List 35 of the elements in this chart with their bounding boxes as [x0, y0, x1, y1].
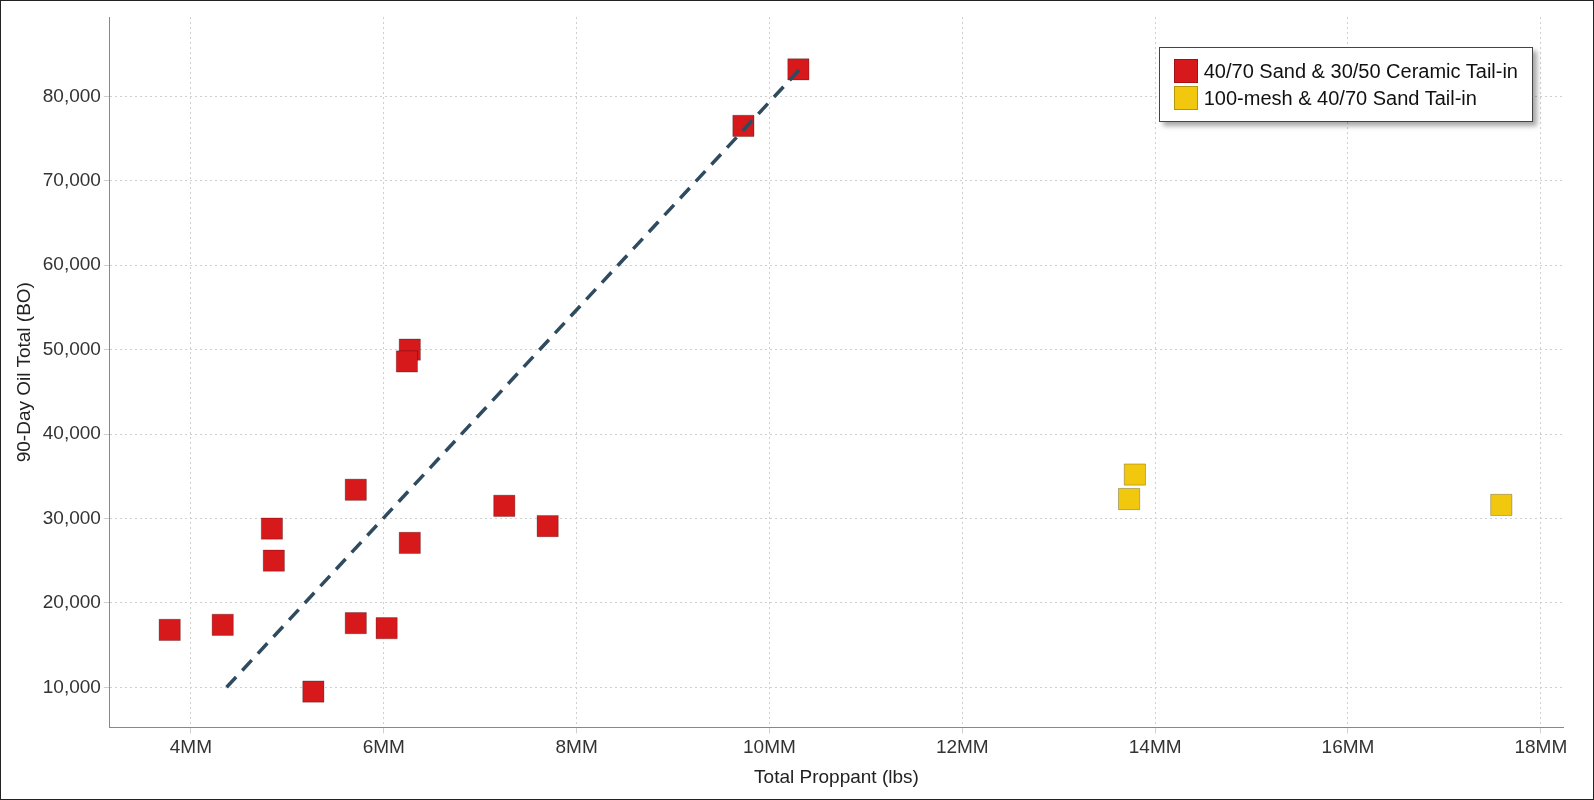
y-tick-label: 10,000	[42, 675, 101, 697]
point	[158, 618, 181, 641]
point	[302, 680, 325, 703]
point	[262, 549, 285, 572]
legend-label: 100-mesh & 40/70 Sand Tail-in	[1203, 86, 1477, 110]
x-tick-label: 6MM	[362, 736, 405, 758]
y-tick-label: 60,000	[42, 253, 101, 275]
x-tick-label: 10MM	[743, 736, 796, 758]
point	[1490, 493, 1513, 517]
point	[395, 350, 418, 373]
x-tick-label: 4MM	[169, 736, 213, 758]
y-tick-label: 30,000	[42, 506, 101, 528]
point	[493, 494, 516, 517]
y-tick-label: 80,000	[42, 84, 101, 106]
point	[1123, 463, 1146, 486]
x-tick-label: 12MM	[935, 736, 989, 758]
point	[375, 617, 398, 640]
y-tick-label: 40,000	[42, 422, 101, 444]
point	[344, 478, 367, 501]
y-tick-label: 50,000	[42, 337, 101, 359]
y-axis-title: 90-Day Oil Total (BO)	[12, 282, 34, 463]
point	[536, 514, 559, 538]
point	[1117, 487, 1141, 511]
x-tick-label: 8MM	[555, 736, 598, 758]
point	[398, 531, 421, 555]
x-tick-label: 18MM	[1514, 736, 1568, 758]
x-tick-label: 16MM	[1321, 736, 1375, 758]
x-axis-title: Total Proppant (lbs)	[754, 765, 919, 787]
point	[211, 613, 234, 636]
point	[344, 612, 367, 635]
x-tick-label: 14MM	[1128, 736, 1182, 758]
point	[260, 517, 284, 540]
y-tick-label: 20,000	[42, 591, 101, 613]
y-tick-label: 70,000	[42, 169, 101, 191]
legend-label: 40/70 Sand & 30/50 Ceramic Tail-in	[1203, 59, 1518, 83]
